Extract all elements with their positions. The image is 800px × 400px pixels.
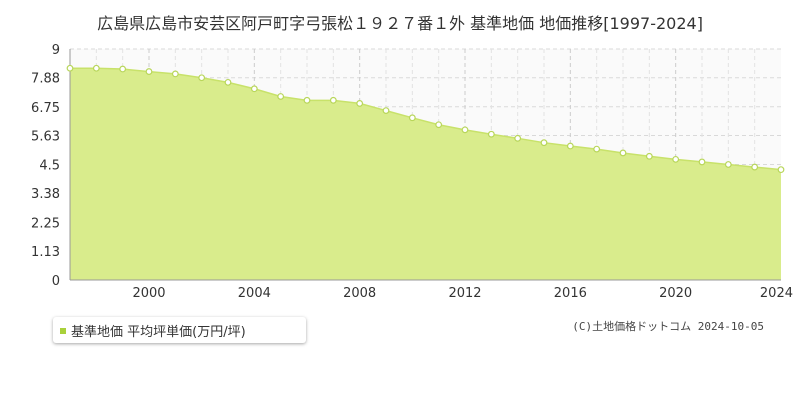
y-tick-label: 4.5: [39, 159, 60, 174]
data-point: [356, 100, 364, 107]
data-point: [198, 74, 206, 82]
x-tick-label: 2000: [132, 286, 165, 301]
data-point: [171, 70, 179, 78]
data-markers: [66, 64, 785, 174]
series-line: [70, 67, 781, 171]
y-tick-label: 0: [52, 274, 60, 289]
data-point: [66, 64, 74, 72]
y-tick-label: 6.75: [31, 101, 60, 116]
area-fill: [70, 68, 781, 280]
area-series: [70, 67, 781, 280]
y-tick-label: 2.25: [31, 216, 60, 231]
data-point: [645, 152, 653, 160]
chart-title: 広島県広島市安芸区阿戸町字弓張松１９２７番１外 基準地価 地価推移[1997-2…: [97, 14, 703, 33]
data-point: [698, 158, 706, 166]
footer-credit: (C)土地価格ドットコム 2024-10-05: [572, 320, 764, 333]
axes: [69, 49, 781, 281]
data-point: [329, 96, 337, 104]
data-point: [487, 130, 495, 138]
data-point: [408, 114, 416, 122]
data-point: [224, 78, 232, 86]
data-point: [277, 93, 285, 100]
data-point: [619, 149, 627, 157]
data-point: [382, 107, 390, 114]
data-point: [540, 139, 548, 147]
y-tick-label: 7.88: [31, 72, 60, 87]
y-tick-label: 9: [52, 43, 60, 58]
data-point: [92, 64, 100, 72]
data-point: [777, 166, 785, 174]
data-point: [566, 142, 574, 150]
x-tick-label: 2012: [448, 286, 481, 301]
x-tick-label: 2004: [238, 286, 271, 301]
x-tick-label: 2016: [554, 286, 587, 301]
data-point: [461, 126, 469, 134]
data-point: [593, 145, 601, 153]
y-tick-label: 5.63: [31, 129, 60, 144]
legend-label: 基準地価 平均坪単価(万円/坪): [71, 325, 246, 340]
data-point: [724, 161, 732, 168]
data-point: [514, 134, 522, 142]
data-point: [145, 68, 153, 75]
data-point: [250, 85, 258, 93]
legend-marker: [60, 328, 66, 334]
y-tick-label: 3.38: [31, 187, 60, 202]
data-point: [303, 96, 311, 104]
x-tick-labels: 2000 2004 2008 2012 2016 2020 2024: [132, 286, 793, 301]
x-tick-label: 2008: [343, 286, 376, 301]
y-tick-label: 1.13: [31, 245, 60, 260]
data-point: [435, 121, 443, 129]
data-point: [119, 65, 127, 73]
x-tick-label: 2020: [659, 286, 692, 301]
x-tick-label: 2024: [760, 286, 793, 301]
y-tick-labels: 0 1.13 2.25 3.38 4.5 5.63 6.75 7.88 9: [31, 43, 60, 289]
data-point: [751, 163, 759, 171]
legend[interactable]: 基準地価 平均坪単価(万円/坪): [53, 317, 306, 343]
data-point: [672, 155, 680, 163]
